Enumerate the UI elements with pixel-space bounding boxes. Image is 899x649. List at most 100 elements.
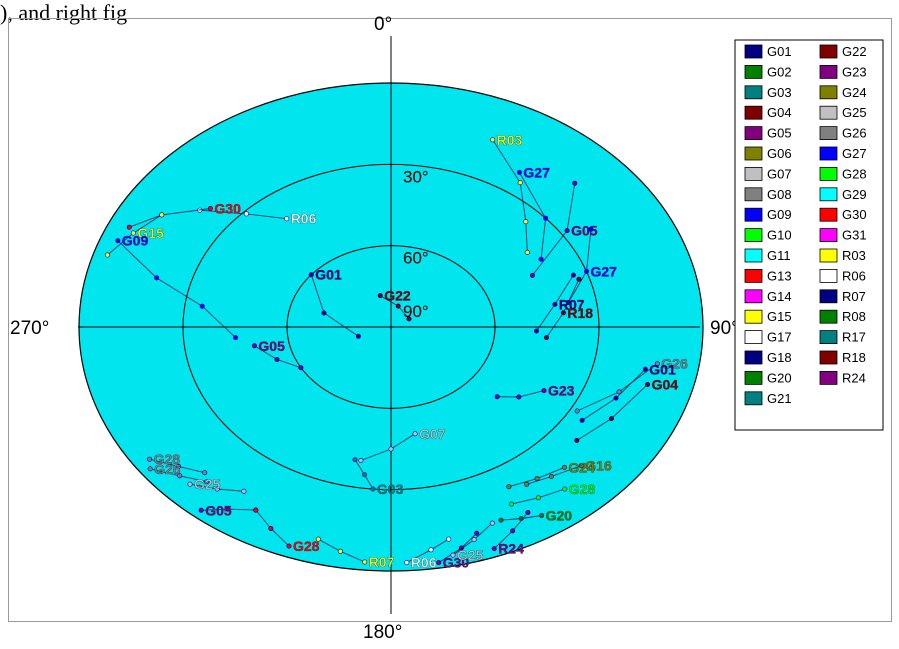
legend-swatch: [819, 268, 838, 283]
track-point: [315, 536, 321, 542]
track-point: [543, 215, 549, 221]
legend-swatch: [819, 187, 838, 202]
track-point: [516, 394, 522, 400]
track-point: [562, 486, 568, 492]
track-point: [616, 389, 622, 395]
legend-entry: G14: [767, 289, 792, 304]
track-point: [489, 520, 495, 526]
track-point: [115, 238, 121, 244]
track-point: [523, 219, 529, 225]
track-point: [147, 466, 153, 472]
legend-swatch: [744, 391, 763, 406]
satellite-label: G03: [377, 481, 404, 497]
legend-swatch: [819, 65, 838, 79]
track-point: [490, 137, 496, 143]
legend-swatch: [819, 85, 838, 100]
track-point: [471, 537, 477, 543]
track-point: [286, 543, 292, 549]
legend-swatch: [744, 248, 763, 263]
legend-entry: G13: [767, 268, 792, 283]
satellite-label: G09: [122, 233, 149, 249]
legend-entry: G21: [767, 391, 792, 406]
track-point: [450, 552, 456, 558]
legend-entry: G03: [767, 85, 792, 100]
track-point: [355, 333, 361, 339]
track-point: [284, 216, 290, 222]
track-point: [130, 230, 136, 236]
legend-swatch: [744, 207, 763, 222]
legend-swatch: [744, 330, 763, 345]
track-point: [474, 530, 480, 536]
legend-swatch: [744, 146, 763, 161]
legend-swatch: [819, 330, 838, 345]
track-point: [298, 365, 304, 371]
elevation-label: 30°: [403, 167, 429, 186]
legend-entry: G01: [767, 44, 792, 59]
track-point: [406, 316, 412, 322]
track-point: [337, 548, 343, 554]
track-point: [126, 224, 132, 230]
legend-swatch: [744, 105, 763, 120]
satellite-label: G26: [154, 461, 181, 477]
track-point: [404, 559, 410, 565]
legend-entry: G07: [767, 166, 792, 181]
satellite-label: G15: [137, 225, 164, 241]
track-point: [538, 256, 544, 262]
legend-swatch: [744, 268, 763, 283]
track-point: [645, 381, 651, 387]
track-point: [517, 180, 523, 186]
track-point: [159, 212, 165, 218]
track-point: [654, 361, 660, 367]
satellite-label: R06: [411, 555, 437, 571]
legend-swatch: [744, 309, 763, 324]
legend-swatch: [744, 228, 763, 243]
track-point: [377, 293, 383, 299]
legend-swatch: [744, 166, 763, 181]
track-point: [578, 463, 584, 469]
track-point: [491, 546, 497, 552]
legend-entry: G27: [842, 146, 867, 161]
satellite-label: G27: [523, 164, 550, 180]
track-point: [370, 486, 376, 492]
legend-swatch: [819, 370, 838, 385]
track-point: [241, 488, 247, 494]
track-point: [251, 343, 257, 349]
satellite-label: G23: [548, 383, 575, 399]
legend-entry: R24: [842, 370, 866, 385]
legend-entry: G15: [767, 309, 792, 324]
track-point: [506, 484, 512, 490]
satellite-tracks: R06G30G15G09R03G27G05G27R07R18G01G22G05G…: [105, 132, 688, 571]
track-point: [543, 335, 549, 341]
legend-swatch: [744, 65, 763, 79]
track-line: [492, 139, 528, 253]
track-point: [199, 303, 205, 309]
satellite-label: G24: [568, 459, 595, 475]
track-point: [535, 495, 541, 501]
azimuth-label: 180°: [363, 622, 402, 643]
satellite-label: R18: [567, 305, 593, 321]
satellite-label: G07: [419, 426, 446, 442]
elevation-label: 90°: [403, 302, 429, 321]
track-point: [579, 417, 585, 423]
legend-entry: G02: [767, 64, 792, 79]
track-point: [388, 446, 394, 452]
legend-entry: R08: [842, 309, 866, 324]
azimuth-label: 90°: [710, 318, 739, 339]
satellite-label: G01: [649, 361, 676, 377]
legend-entry: G23: [842, 64, 867, 79]
legend-entry: R03: [842, 248, 866, 263]
legend-entry: G20: [767, 370, 792, 385]
legend-entry: G17: [767, 330, 792, 345]
track-point: [358, 457, 364, 463]
track-point: [446, 536, 452, 542]
track-point: [572, 180, 578, 186]
track-point: [147, 456, 153, 462]
legend-entry: R06: [842, 268, 866, 283]
track-point: [524, 249, 530, 255]
track-point: [321, 310, 327, 316]
track-point: [525, 509, 531, 515]
satellite-label: R03: [497, 132, 523, 148]
track-point: [308, 272, 314, 278]
legend-entry: R17: [842, 330, 866, 345]
track-point: [560, 310, 566, 316]
